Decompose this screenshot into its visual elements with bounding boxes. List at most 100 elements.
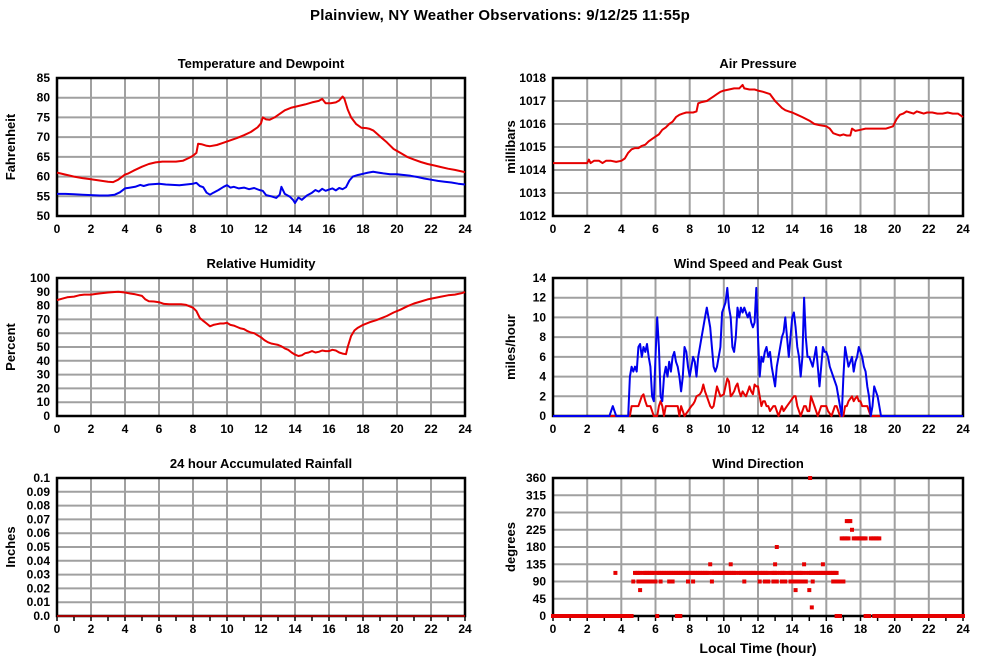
x-tick-label: 10 (220, 422, 234, 436)
x-tick-label: 14 (785, 222, 799, 236)
y-tick-label: 225 (526, 523, 546, 537)
x-tick-label: 12 (254, 422, 268, 436)
x-tick-label: 14 (785, 622, 799, 636)
x-tick-label: 2 (584, 222, 591, 236)
y-tick-label: 0.06 (27, 526, 51, 540)
x-tick-label: 18 (854, 622, 868, 636)
x-tick-label: 10 (220, 222, 234, 236)
x-tick-label: 4 (618, 622, 625, 636)
y-tick-label: 10 (37, 395, 51, 409)
y-tick-label: 40 (37, 354, 51, 368)
x-tick-label: 8 (686, 622, 693, 636)
y-tick-label: 10 (533, 310, 547, 324)
chart-title-temperature-dewpoint: Temperature and Dewpoint (177, 56, 345, 71)
y-tick-label: 0.04 (27, 554, 51, 568)
x-tick-label: 4 (122, 222, 129, 236)
y-tick-label: 50 (37, 340, 51, 354)
gridlines (57, 78, 465, 216)
y-axis-label: miles/hour (503, 314, 518, 380)
y-tick-label: 14 (533, 271, 547, 285)
y-tick-label: 2 (539, 389, 546, 403)
x-tick-label: 14 (288, 222, 302, 236)
y-tick-label: 60 (37, 170, 51, 184)
y-tick-label: 135 (526, 557, 546, 571)
x-tick-label: 10 (717, 222, 731, 236)
chart-title-wind-speed-gust: Wind Speed and Peak Gust (673, 256, 843, 271)
x-tick-label: 10 (220, 622, 234, 636)
y-tick-label: 75 (37, 110, 51, 124)
chart-wind-speed-gust: 0 2 4 6 8 10 12 14 0 2 4 6 8 10 12 14 16 18 20 22 24 miles/ho… (500, 250, 1000, 458)
x-tick-label: 16 (322, 622, 336, 636)
x-tick-label: 2 (88, 222, 95, 236)
x-tick-label: 8 (190, 622, 197, 636)
y-tick-label: 0.03 (27, 568, 51, 582)
x-tick-label: 14 (785, 422, 799, 436)
x-tick-label: 2 (88, 422, 95, 436)
y-tick-label: 60 (37, 326, 51, 340)
y-axis-label: degrees (503, 522, 518, 572)
series-temperature (56, 95, 466, 184)
x-tick-label: 22 (424, 622, 438, 636)
x-tick-label: 0 (54, 422, 61, 436)
chart-title-air-pressure: Air Pressure (719, 56, 797, 71)
x-tick-label: 12 (751, 422, 765, 436)
plot-frame (55, 276, 467, 418)
x-tick-label: 16 (820, 222, 834, 236)
y-tick-label: 1013 (519, 186, 546, 200)
x-tick-label: 4 (618, 222, 625, 236)
y-tick-label: 85 (37, 71, 51, 85)
x-tick-label: 20 (888, 422, 902, 436)
y-tick-label: 0.02 (27, 581, 51, 595)
y-tick-label: 180 (526, 540, 546, 554)
x-tick-label: 24 (458, 222, 472, 236)
y-tick-label: 4 (539, 370, 546, 384)
y-tick-label: 1014 (519, 163, 546, 177)
y-tick-label: 70 (37, 312, 51, 326)
x-tick-label: 0 (550, 622, 557, 636)
x-tick-label: 8 (190, 222, 197, 236)
y-tick-label: 12 (533, 291, 547, 305)
rainfall-plot: 0.00.010.020.030.040.050.060.070.080.090… (3, 471, 472, 636)
y-tick-label: 90 (533, 575, 547, 589)
series-pressure (553, 83, 964, 165)
y-tick-label: 1012 (519, 209, 546, 223)
x-tick-label: 18 (356, 422, 370, 436)
gridlines (57, 478, 465, 616)
x-tick-label: 6 (652, 622, 659, 636)
x-tick-label: 0 (54, 622, 61, 636)
x-axis-label: Local Time (hour) (699, 640, 816, 656)
gridlines (553, 478, 963, 616)
x-tick-label: 22 (424, 422, 438, 436)
x-tick-label: 24 (956, 222, 970, 236)
x-tick-label: 0 (550, 422, 557, 436)
x-tick-label: 4 (122, 422, 129, 436)
x-tick-label: 8 (190, 422, 197, 436)
y-tick-label: 360 (526, 471, 546, 485)
x-tick-label: 2 (88, 622, 95, 636)
y-tick-label: 55 (37, 189, 51, 203)
x-tick-label: 16 (820, 422, 834, 436)
chart-title-rainfall: 24 hour Accumulated Rainfall (169, 456, 353, 471)
x-tick-label: 20 (390, 422, 404, 436)
y-tick-label: 8 (539, 330, 546, 344)
y-tick-label: 80 (37, 299, 51, 313)
y-tick-label: 1016 (519, 117, 546, 131)
y-tick-label: 0.01 (27, 595, 51, 609)
y-tick-label: 1015 (519, 140, 546, 154)
x-tick-label: 16 (322, 222, 336, 236)
x-tick-label: 0 (550, 222, 557, 236)
x-tick-label: 24 (956, 422, 970, 436)
x-tick-label: 22 (922, 222, 936, 236)
y-tick-label: 1018 (519, 71, 546, 85)
x-tick-label: 20 (390, 622, 404, 636)
x-tick-label: 6 (652, 422, 659, 436)
y-tick-label: 90 (37, 285, 51, 299)
x-tick-label: 18 (356, 622, 370, 636)
series-wind-speed (553, 377, 963, 417)
y-tick-label: 65 (37, 150, 51, 164)
x-tick-label: 24 (458, 422, 472, 436)
y-tick-label: 0 (539, 409, 546, 423)
